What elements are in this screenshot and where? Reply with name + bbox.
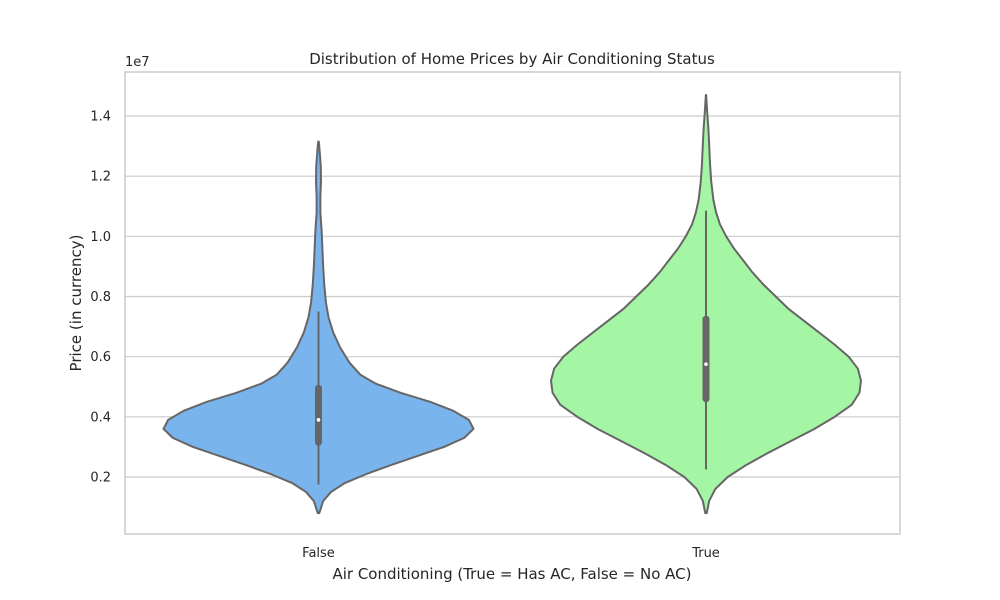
x-tick-label: False bbox=[302, 546, 335, 561]
y-tick-label: 0.4 bbox=[90, 410, 111, 425]
y-tick-label: 1.4 bbox=[90, 110, 111, 125]
x-axis-label: Air Conditioning (True = Has AC, False =… bbox=[332, 565, 691, 583]
y-tick-label: 0.6 bbox=[90, 350, 111, 365]
y-tick-label: 0.2 bbox=[90, 471, 111, 486]
y-tick-label: 1.2 bbox=[90, 170, 111, 185]
y-axis-label: Price (in currency) bbox=[67, 235, 85, 372]
y-tick-label: 1.0 bbox=[90, 230, 111, 245]
violins bbox=[162, 93, 862, 515]
y-axis-ticks: 0.2 0.4 0.6 0.8 1.0 1.2 1.4 bbox=[90, 110, 111, 486]
median-dot-false bbox=[316, 418, 321, 422]
chart-title: Distribution of Home Prices by Air Condi… bbox=[309, 50, 715, 68]
median-dot-true bbox=[704, 362, 708, 366]
x-tick-label: True bbox=[691, 546, 720, 561]
plot-frame bbox=[124, 71, 901, 535]
x-axis-ticks: False True bbox=[302, 546, 720, 561]
y-tick-label: 0.8 bbox=[90, 290, 111, 305]
y-offset-label: 1e7 bbox=[125, 55, 150, 70]
